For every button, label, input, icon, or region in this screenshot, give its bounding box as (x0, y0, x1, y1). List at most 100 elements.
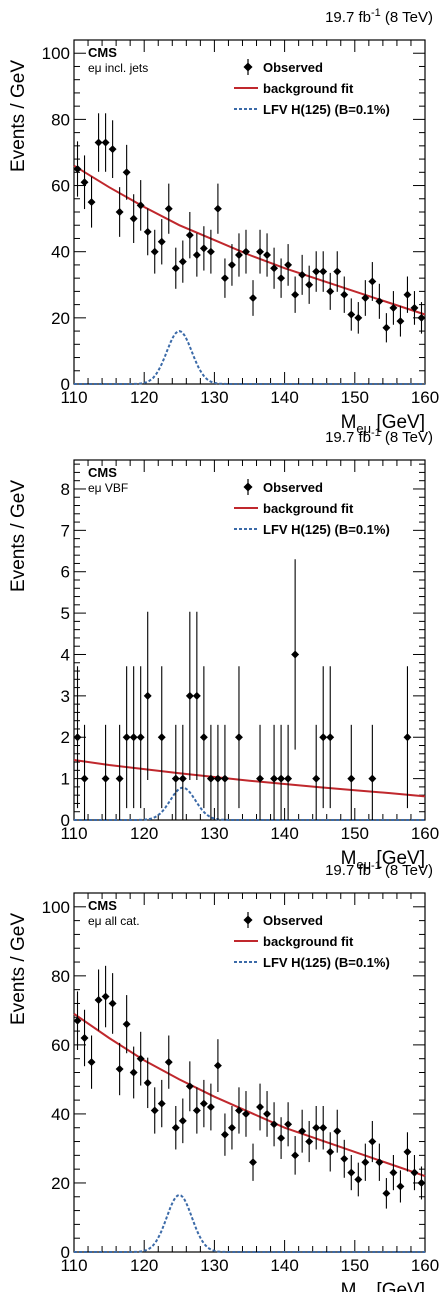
y-tick-label: 40 (51, 1105, 70, 1124)
observed-point (213, 1039, 222, 1092)
observed-point (164, 183, 173, 234)
observed-point (101, 113, 110, 172)
observed-point (368, 262, 377, 301)
legend: Observed background fit LFV H(125) (B=0.1%… (234, 59, 390, 117)
observed-point (235, 233, 243, 277)
observed-point (157, 666, 166, 809)
observed-point (291, 1136, 300, 1175)
observed-point (277, 1117, 286, 1159)
legend-bkg-label: background fit (263, 81, 354, 96)
observed-point (368, 1120, 377, 1163)
observed-point (284, 724, 293, 820)
legend-observed-marker (243, 482, 253, 492)
observed-point (403, 1132, 412, 1172)
observed-point (157, 219, 166, 265)
x-tick-label: 120 (130, 388, 158, 407)
x-tick-label: 110 (60, 1256, 87, 1275)
observed-point (354, 1162, 363, 1197)
observed-point (143, 611, 152, 780)
observed-point (220, 1113, 229, 1156)
x-tick-label: 140 (270, 1256, 298, 1275)
observed-point (256, 724, 264, 820)
observed-point (150, 1087, 159, 1134)
observed-point (298, 254, 307, 295)
y-axis-title: Events / GeV (8, 913, 29, 1025)
observed-point (319, 251, 328, 292)
observed-point (270, 247, 279, 289)
observed-point (270, 1102, 279, 1147)
observed-point (80, 724, 89, 820)
observed-point (178, 1098, 187, 1144)
y-tick-label: 2 (61, 728, 70, 747)
observed-point (256, 1083, 264, 1131)
y-axis-title: Events / GeV (8, 60, 29, 172)
y-tick-label: 0 (61, 375, 70, 394)
observed-point (129, 194, 138, 243)
observed-point (101, 724, 110, 820)
observed-point (361, 1143, 370, 1181)
observed-point (340, 276, 349, 313)
observed-point (270, 724, 279, 820)
signal-curve (74, 1193, 425, 1253)
observed-point (115, 1042, 124, 1096)
y-tick-label: 100 (42, 898, 70, 917)
legend: Observed background fit LFV H(125) (B=0.1%… (234, 912, 390, 970)
observed-point (164, 1035, 173, 1089)
observed-point (136, 1031, 145, 1086)
observed-point (122, 666, 131, 809)
experiment-label: CMS (88, 465, 117, 480)
y-tick-label: 80 (51, 967, 70, 986)
legend-signal-label: LFV H(125) (B=0.1%) (263, 102, 390, 117)
observed-point (87, 1035, 96, 1089)
observed-point (235, 1087, 243, 1134)
y-tick-label: 7 (61, 521, 70, 540)
legend-signal-label: LFV H(125) (B=0.1%) (263, 522, 390, 537)
chart-panel-1: 110 120 130 140 150 160 0 20 40 60 80 100 Meμ [GeV] E… (8, 7, 439, 436)
observed-point (115, 724, 124, 820)
observed-point (326, 272, 335, 310)
observed-point (312, 251, 321, 292)
observed-point (206, 229, 215, 274)
observed-point (185, 1061, 194, 1112)
category-label: eμ VBF (88, 481, 128, 495)
observed-point (108, 973, 117, 1034)
y-tick-label: 60 (51, 1036, 70, 1055)
observed-point (242, 229, 250, 274)
y-tick-label: 1 (61, 770, 70, 789)
y-tick-label: 6 (61, 563, 70, 582)
y-tick-label: 0 (61, 811, 70, 830)
observed-point (136, 180, 145, 231)
plot-frame (73, 892, 426, 1253)
observed-point (284, 1102, 293, 1147)
x-tick-label: 150 (341, 824, 369, 843)
legend: Observed background fit LFV H(125) (B=0.1%… (234, 479, 390, 537)
observed-point (150, 229, 159, 274)
observed-point (206, 724, 215, 820)
experiment-label: CMS (88, 45, 117, 60)
observed-point (291, 276, 300, 313)
observed-point (354, 302, 363, 334)
observed-point (375, 1143, 384, 1181)
observed-point (389, 291, 398, 325)
observed-point (340, 1139, 349, 1178)
observed-point (396, 1170, 405, 1203)
observed-point (94, 969, 103, 1031)
observed-point (192, 611, 201, 780)
observed-point (122, 144, 131, 200)
legend-observed-marker (243, 915, 253, 925)
observed-point (220, 724, 229, 820)
observed-point (417, 1166, 426, 1200)
observed-point (94, 113, 103, 172)
plot-frame (73, 39, 426, 385)
observed-point (199, 226, 208, 271)
observed-point (291, 559, 300, 750)
y-tick-label: 100 (42, 44, 70, 63)
observed-point (80, 155, 89, 210)
observed-point (403, 276, 412, 313)
y-tick-label: 5 (61, 604, 70, 623)
x-axis-title: Meμ [GeV] (341, 1280, 425, 1292)
legend-observed-label: Observed (263, 913, 323, 928)
observed-point (249, 280, 257, 316)
observed-point (87, 176, 96, 228)
observed-point (199, 666, 208, 809)
